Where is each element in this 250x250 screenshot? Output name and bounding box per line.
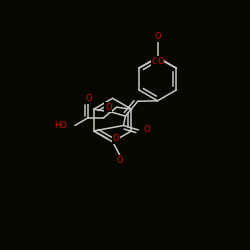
Text: O: O: [113, 134, 119, 143]
Text: O: O: [105, 103, 112, 112]
Text: O: O: [157, 57, 164, 66]
Text: O: O: [152, 57, 158, 66]
Text: O: O: [144, 126, 150, 134]
Text: HO: HO: [54, 121, 68, 130]
Text: O: O: [85, 94, 92, 103]
Text: O: O: [154, 32, 161, 41]
Text: O: O: [116, 156, 123, 164]
